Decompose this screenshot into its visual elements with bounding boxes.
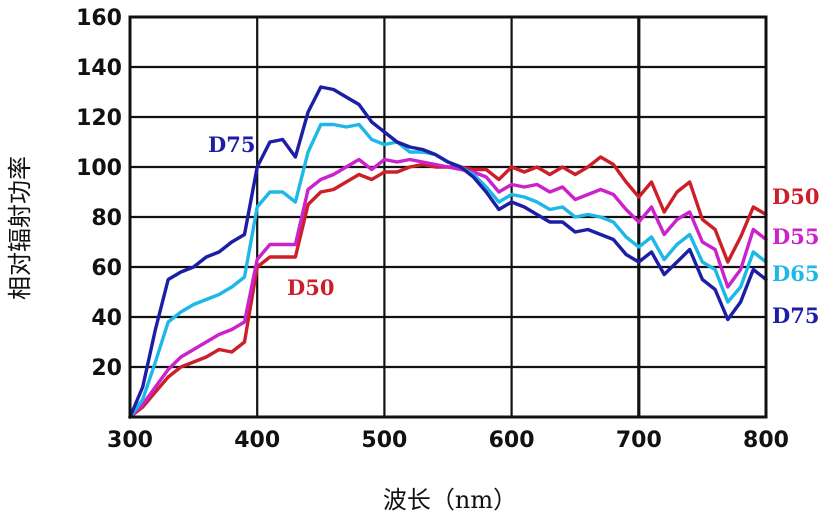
series-line-d75 (128, 85, 768, 419)
x-tick-label-800: 800 (743, 428, 789, 453)
y-tick-label-140: 140 (76, 56, 122, 81)
y-tick-label-60: 60 (91, 256, 122, 281)
y-tick-label-40: 40 (91, 306, 122, 331)
tick-labels: 20 40 60 80 100 120 140 160 300 400 500 600 700 800 (76, 6, 789, 453)
x-tick-label-400: 400 (234, 428, 280, 453)
end-label-d65: D65 (772, 261, 819, 286)
plot-frame (128, 15, 768, 419)
y-tick-label-100: 100 (76, 156, 122, 181)
inline-label-d75: D75 (208, 132, 255, 157)
y-tick-label-80: 80 (91, 206, 122, 231)
end-label-d55: D55 (772, 224, 819, 249)
end-label-d75: D75 (772, 303, 819, 328)
y-tick-label-20: 20 (91, 356, 122, 381)
series-labels: D75 D50 D50 D55 D65 D75 (208, 132, 819, 328)
y-tick-label-120: 120 (76, 106, 122, 131)
grid (128, 15, 768, 417)
series-lines (128, 85, 768, 419)
x-axis-title: 波长（nm） (383, 486, 517, 514)
y-axis-title: 相对辐射功率 (6, 156, 34, 300)
plot-border (128, 15, 768, 419)
x-tick-label-300: 300 (107, 428, 153, 453)
x-tick-label-600: 600 (489, 428, 535, 453)
end-label-d50: D50 (772, 184, 819, 209)
y-tick-label-160: 160 (76, 6, 122, 31)
inline-label-d50: D50 (287, 275, 334, 300)
series-line-d50 (128, 155, 768, 419)
x-tick-label-700: 700 (616, 428, 662, 453)
series-line-d55 (128, 157, 768, 419)
x-tick-label-500: 500 (361, 428, 407, 453)
